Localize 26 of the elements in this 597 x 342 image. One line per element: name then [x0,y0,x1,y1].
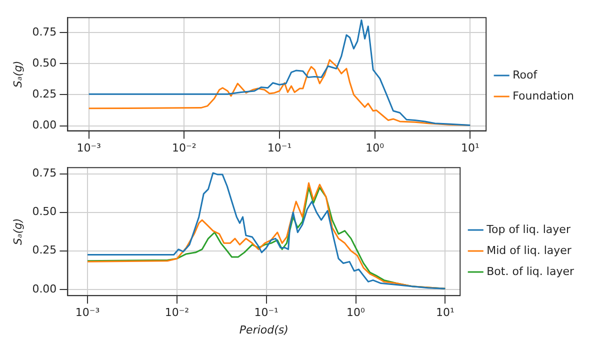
x-tick-label: 10⁻² [172,141,196,154]
legend-label: Top of liq. layer [486,222,571,236]
legend-label: Foundation [512,89,574,102]
y-tick-label: 0.00 [32,282,57,296]
y-tick-label: 0.25 [32,244,57,257]
x-axis-title: Period(s) [239,323,288,336]
y-tick-label: 0.75 [32,25,57,38]
x-tick-label: 10⁻³ [76,141,101,154]
y-tick-label: 0.25 [32,88,57,101]
x-tick-label: 10¹ [460,141,480,154]
x-tick-label: 10¹ [436,306,454,320]
legend-label: Mid of liq. layer [486,244,572,257]
x-tick-label: 10⁰ [366,141,385,154]
y-tick-label: 0.50 [32,56,57,70]
y-axis-title: Sₐ(g) [11,218,24,246]
x-tick-label: 10⁻¹ [254,306,278,320]
x-tick-label: 10⁻² [164,306,190,320]
x-tick-label: 10⁻³ [75,306,100,320]
legend-label: Roof [512,68,538,82]
y-tick-label: 0.75 [32,166,57,180]
legend-label: Bot. of liq. layer [486,264,574,278]
y-axis-title: Sₐ(g) [11,60,24,88]
x-tick-label: 10⁰ [346,306,366,320]
x-tick-label: 10⁻¹ [267,141,292,154]
y-tick-label: 0.00 [32,118,57,132]
y-tick-label: 0.50 [32,205,57,218]
